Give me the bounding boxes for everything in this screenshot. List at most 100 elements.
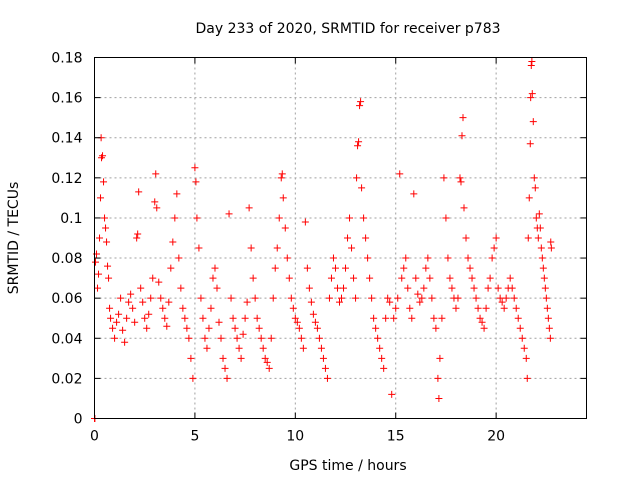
data-point (197, 294, 205, 302)
data-point (333, 284, 341, 292)
data-point (414, 290, 422, 298)
data-point (470, 284, 478, 292)
data-point (464, 254, 472, 262)
y-tick-label: 0.08 (51, 251, 82, 267)
data-point (209, 274, 217, 282)
data-point (307, 298, 315, 306)
data-point (418, 294, 426, 302)
data-point (143, 324, 151, 332)
y-tick-label: 0.16 (51, 91, 82, 107)
data-point (440, 174, 448, 182)
data-point (492, 234, 500, 242)
data-point (221, 364, 229, 372)
data-point (165, 298, 173, 306)
data-points (91, 58, 555, 422)
data-point (378, 354, 386, 362)
data-point (544, 314, 552, 322)
data-point (317, 344, 325, 352)
data-point (502, 294, 510, 302)
data-point (482, 304, 490, 312)
data-point (111, 334, 119, 342)
data-point (354, 142, 362, 150)
data-point (291, 314, 299, 322)
data-point (163, 322, 171, 330)
y-tick-label: 0.02 (51, 371, 82, 387)
data-point (315, 334, 323, 342)
data-point (101, 214, 109, 222)
data-point (380, 364, 388, 372)
data-point (96, 234, 104, 242)
data-point (520, 344, 528, 352)
data-point (171, 214, 179, 222)
data-point (321, 364, 329, 372)
data-point (432, 324, 440, 332)
data-point (338, 294, 346, 302)
data-point (153, 204, 161, 212)
data-point (106, 304, 114, 312)
x-tick-label: 10 (286, 429, 304, 445)
data-point (350, 274, 358, 282)
data-point (192, 178, 200, 186)
data-point (103, 238, 111, 246)
data-point (123, 314, 131, 322)
data-point (313, 324, 321, 332)
data-point (434, 374, 442, 382)
data-point (530, 174, 538, 182)
data-point (299, 344, 307, 352)
data-point (529, 118, 537, 126)
data-point (243, 298, 251, 306)
data-point (480, 324, 488, 332)
data-point (430, 314, 438, 322)
data-point (301, 218, 309, 226)
data-point (462, 234, 470, 242)
data-point (426, 274, 434, 282)
data-point (435, 394, 443, 402)
data-point (319, 354, 327, 362)
data-point (436, 354, 444, 362)
data-point (255, 324, 263, 332)
data-point (460, 204, 468, 212)
data-point (528, 58, 536, 66)
data-point (538, 254, 546, 262)
data-point (155, 278, 163, 286)
data-point (305, 284, 313, 292)
data-point (406, 304, 414, 312)
data-point (237, 354, 245, 362)
data-point (388, 390, 396, 398)
data-point (295, 324, 303, 332)
data-point (376, 344, 384, 352)
data-point (448, 284, 456, 292)
data-point (340, 284, 348, 292)
data-point (265, 364, 273, 372)
data-point (177, 284, 185, 292)
data-point (175, 254, 183, 262)
data-point (102, 224, 110, 232)
axis-ticks: 0 5 10 15 20 0 0.02 0.04 0.06 0.08 0.1 0.12 0.14 0.16… (51, 51, 587, 445)
data-point (542, 294, 550, 302)
data-point (245, 204, 253, 212)
chart-title: Day 233 of 2020, SRMTID for receiver p78… (195, 21, 500, 37)
data-point (159, 304, 167, 312)
data-point (506, 274, 514, 282)
data-point (121, 338, 129, 346)
data-point (251, 294, 259, 302)
data-point (131, 318, 139, 326)
data-point (191, 164, 199, 172)
data-point (452, 304, 460, 312)
data-point (516, 324, 524, 332)
data-point (213, 284, 221, 292)
data-point (107, 314, 115, 322)
y-tick-label: 0.12 (51, 171, 82, 187)
data-point (231, 324, 239, 332)
data-point (97, 194, 105, 202)
data-point (241, 314, 249, 322)
data-point (141, 314, 149, 322)
data-point (157, 294, 165, 302)
data-point (303, 264, 311, 272)
data-point (225, 210, 233, 218)
data-point (358, 184, 366, 192)
data-point (203, 344, 211, 352)
data-point (187, 354, 195, 362)
y-tick-label: 0.18 (51, 51, 82, 67)
